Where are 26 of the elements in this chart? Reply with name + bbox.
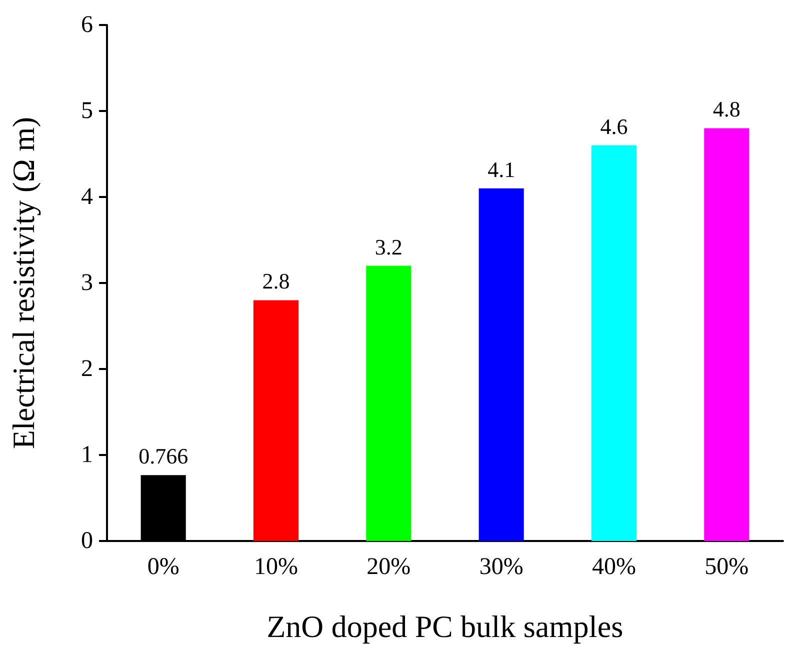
x-tick-label: 20% <box>366 554 411 580</box>
bar <box>478 188 524 541</box>
bar <box>704 128 750 541</box>
x-tick-label: 30% <box>479 554 524 580</box>
x-axis-title: ZnO doped PC bulk samples <box>266 609 624 644</box>
x-tick-label: 40% <box>592 554 636 580</box>
bar <box>591 145 637 541</box>
y-tick-label: 3 <box>81 270 93 296</box>
data-label: 0.766 <box>138 444 188 469</box>
data-label: 4.6 <box>600 114 628 139</box>
y-tick-label: 5 <box>81 98 93 124</box>
y-tick-label: 2 <box>81 356 93 382</box>
x-tick-label: 0% <box>147 554 180 580</box>
data-label: 4.8 <box>712 96 740 122</box>
y-axis-title: Electrical resistivity (Ω m) <box>6 116 41 450</box>
x-tick-label: 50% <box>704 554 749 580</box>
bar <box>366 266 412 541</box>
x-tick-label: 10% <box>254 554 298 580</box>
y-tick-label: 4 <box>81 184 93 210</box>
y-tick-label: 1 <box>81 442 93 468</box>
data-label: 3.2 <box>374 234 402 260</box>
y-tick-label: 0 <box>81 528 93 554</box>
y-tick-label: 6 <box>81 12 93 38</box>
data-label: 2.8 <box>262 268 290 294</box>
data-label: 4.1 <box>488 156 516 182</box>
bar <box>253 300 299 541</box>
